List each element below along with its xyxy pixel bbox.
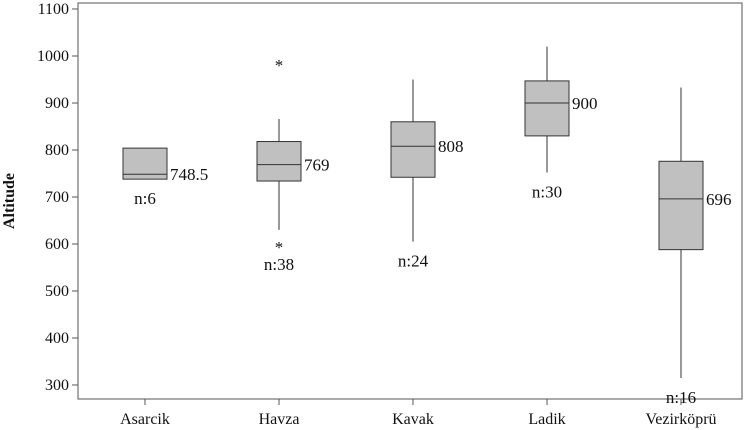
median-label: 900 [572, 94, 598, 113]
y-tick-label: 800 [45, 142, 69, 159]
plot-frame [77, 2, 743, 400]
box-kavak: 808 n:24 [390, 79, 464, 271]
y-tick-label: 500 [45, 283, 69, 300]
box-ladik: 900 n:30 [524, 46, 598, 202]
box-havza: * * 769 n:38 [256, 56, 330, 274]
y-tick-label: 600 [45, 236, 69, 253]
median-label: 769 [304, 156, 330, 175]
x-tick-label: Kavak [392, 411, 434, 428]
y-tick-label: 700 [45, 189, 69, 206]
x-axis: Asarcik Havza Kavak Ladik Vezirköprü [120, 399, 717, 428]
n-label: n:30 [532, 183, 562, 202]
median-label: 808 [438, 137, 464, 156]
y-tick-label: 1000 [37, 48, 69, 65]
y-tick-label: 300 [45, 377, 69, 394]
iqr-box [658, 160, 704, 251]
n-label: n:16 [666, 388, 696, 407]
x-tick-label: Havza [259, 411, 300, 428]
x-tick-label: Vezirköprü [645, 411, 716, 428]
n-label: n:38 [264, 255, 294, 274]
iqr-box [390, 121, 436, 178]
y-axis: 300 400 500 600 700 800 900 1000 1100 [37, 1, 78, 394]
outlier-marker: * [275, 238, 284, 257]
y-axis-title: Altitude [1, 173, 18, 229]
n-label: n:6 [134, 189, 156, 208]
y-tick-label: 900 [45, 95, 69, 112]
box-series: 748.5 n:6 * * 769 n:38 808 n:24 900 n:30 696 n:16 [122, 46, 732, 407]
box-vezirköprü: 696 n:16 [658, 87, 732, 407]
iqr-box [524, 80, 570, 137]
x-tick-label: Ladik [528, 411, 565, 428]
n-label: n:24 [398, 252, 429, 271]
outlier-marker: * [275, 56, 284, 75]
median-label: 748.5 [170, 165, 208, 184]
y-tick-label: 400 [45, 330, 69, 347]
y-tick-label: 1100 [38, 1, 69, 18]
x-tick-label: Asarcik [120, 411, 170, 428]
box-asarcik: 748.5 n:6 [122, 147, 208, 208]
iqr-box [256, 141, 302, 182]
median-label: 696 [706, 190, 732, 209]
